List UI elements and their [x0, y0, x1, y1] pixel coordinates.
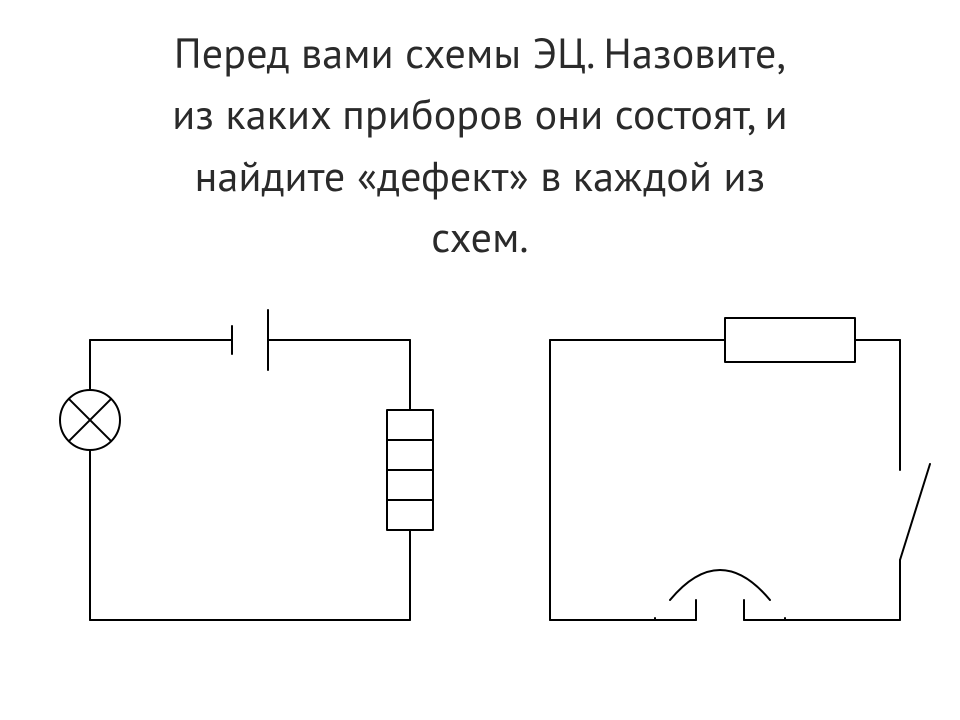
bell-icon — [670, 570, 770, 600]
title-line-2: из каких приборов они состоят, и — [40, 83, 920, 144]
diagrams-area — [0, 300, 960, 700]
title-line-1: Перед вами схемы ЭЦ. Назовите, — [40, 22, 920, 83]
circuit-left-svg — [50, 300, 450, 670]
title-text: Перед вами схемы ЭЦ. Назовите, из каких … — [40, 22, 920, 267]
resistor-icon — [725, 318, 855, 362]
switch-icon — [900, 464, 930, 560]
title-line-4: схем. — [40, 206, 920, 267]
circuit-right-svg — [510, 300, 930, 670]
slide-root: Перед вами схемы ЭЦ. Назовите, из каких … — [0, 0, 960, 720]
title-line-3: найдите «дефект» в каждой из — [40, 145, 920, 206]
